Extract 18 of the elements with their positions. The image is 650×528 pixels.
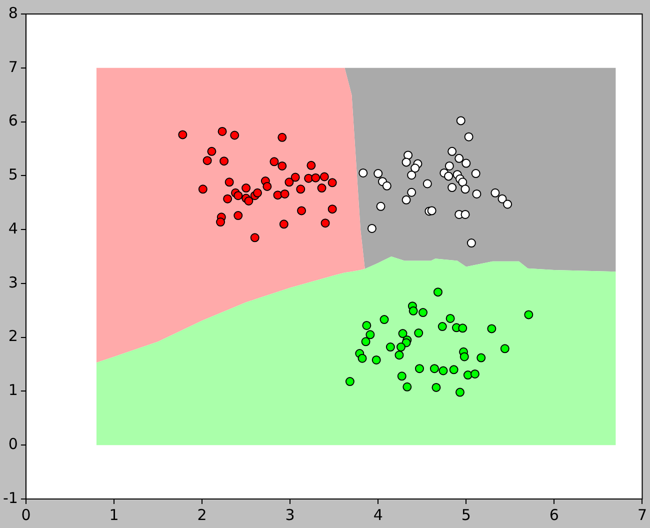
x-tick-label: 1 xyxy=(109,506,119,524)
y-tick-label: 8 xyxy=(8,4,18,22)
y-tick-label: 7 xyxy=(8,58,18,76)
x-tick-label: 0 xyxy=(21,506,31,524)
y-tick-label: 2 xyxy=(8,327,18,346)
y-tick-label: 1 xyxy=(8,381,18,400)
y-tick-label: 4 xyxy=(8,219,18,238)
x-tick-label: 7 xyxy=(637,506,647,524)
x-tick-label: 3 xyxy=(285,506,295,524)
y-tick-label: 3 xyxy=(8,273,18,292)
x-tick-label: 6 xyxy=(549,506,559,524)
y-tick-label: -1 xyxy=(2,488,18,507)
x-tick-label: 2 xyxy=(197,506,207,524)
y-tick-label: 0 xyxy=(8,435,18,453)
y-tick-label: 6 xyxy=(8,112,18,130)
x-tick-label: 4 xyxy=(373,506,383,524)
y-tick-label: 5 xyxy=(8,166,18,184)
x-tick-label: 5 xyxy=(461,506,471,524)
